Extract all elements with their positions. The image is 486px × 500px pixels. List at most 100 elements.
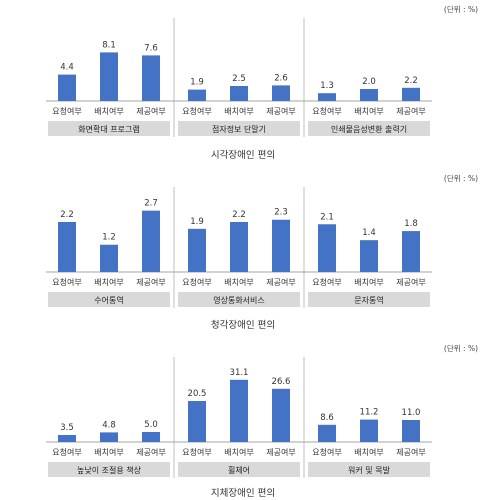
group-label-box — [178, 292, 300, 307]
x-tick-label: 제공여부 — [266, 106, 295, 116]
bar-3-3 — [402, 420, 420, 442]
data-label: 2.7 — [144, 199, 158, 209]
bar-1-3 — [142, 55, 160, 101]
group-label-box — [308, 292, 430, 307]
chart-caption: 시각장애인 편의 — [211, 149, 275, 161]
x-tick-label: 요청여부 — [182, 106, 211, 116]
data-label: 1.9 — [190, 78, 204, 88]
data-label: 31.1 — [230, 368, 249, 378]
x-tick-label: 제공여부 — [266, 447, 295, 457]
bar-2-2 — [230, 379, 248, 442]
bar-1-1 — [58, 74, 76, 101]
group-label: 휠체어 — [228, 465, 250, 475]
group-label: 화면확대 프로그램 — [78, 124, 139, 134]
group-label: 영상통화서비스 — [213, 295, 265, 305]
chart-caption: 청각장애인 편의 — [211, 319, 275, 331]
group-label-box — [178, 462, 300, 477]
x-tick-label: 제공여부 — [136, 447, 165, 457]
bar-1-2 — [100, 52, 118, 101]
group-label: 수어통역 — [94, 295, 123, 305]
data-label: 26.6 — [272, 377, 291, 387]
bar-3-3 — [402, 87, 420, 101]
bar-3-2 — [360, 89, 378, 101]
bar-3-1 — [318, 424, 336, 442]
x-tick-label: 요청여부 — [182, 277, 211, 287]
data-label: 2.5 — [232, 74, 246, 84]
x-tick-label: 요청여부 — [182, 447, 211, 457]
x-tick-label: 제공여부 — [136, 106, 165, 116]
data-label: 11.0 — [402, 408, 421, 418]
unit-label: (단위 : %) — [444, 343, 478, 353]
x-tick-label: 제공여부 — [396, 106, 425, 116]
x-tick-label: 배치여부 — [224, 277, 253, 287]
data-label: 2.6 — [274, 73, 288, 83]
group-label-box — [48, 292, 170, 307]
data-label: 2.3 — [274, 208, 288, 218]
x-tick-label: 배치여부 — [354, 106, 383, 116]
x-tick-label: 요청여부 — [312, 106, 341, 116]
data-label: 1.3 — [320, 81, 334, 91]
bar-2-2 — [230, 86, 248, 101]
x-tick-label: 배치여부 — [94, 106, 123, 116]
bar-1-2 — [100, 432, 118, 442]
bar-2-1 — [188, 401, 206, 442]
x-tick-label: 배치여부 — [354, 277, 383, 287]
data-label: 3.5 — [60, 423, 74, 433]
bar-1-1 — [58, 435, 76, 442]
bar-2-2 — [230, 222, 248, 272]
x-tick-label: 배치여부 — [94, 447, 123, 457]
bar-1-1 — [58, 222, 76, 272]
x-tick-label: 배치여부 — [224, 447, 253, 457]
x-tick-label: 제공여부 — [396, 277, 425, 287]
group-label: 인쇄물음성변환 출력기 — [331, 124, 407, 134]
bar-2-3 — [272, 85, 290, 101]
bar-3-1 — [318, 93, 336, 101]
x-tick-label: 요청여부 — [52, 447, 81, 457]
data-label: 7.6 — [144, 43, 158, 53]
x-tick-label: 요청여부 — [312, 447, 341, 457]
data-label: 4.4 — [60, 63, 74, 73]
data-label: 2.1 — [320, 212, 334, 222]
group-label-box — [308, 121, 430, 136]
chart-caption: 지체장애인 편의 — [211, 487, 275, 499]
group-label-box — [178, 121, 300, 136]
x-tick-label: 요청여부 — [52, 277, 81, 287]
group-label: 문자통역 — [354, 295, 383, 305]
x-tick-label: 요청여부 — [52, 106, 81, 116]
data-label: 2.0 — [362, 77, 376, 87]
data-label: 1.4 — [362, 228, 376, 238]
data-label: 20.5 — [188, 389, 207, 399]
data-label: 1.2 — [102, 233, 116, 243]
group-label: 점자정보 단말기 — [212, 124, 266, 134]
bar-1-2 — [100, 244, 118, 272]
data-label: 4.8 — [102, 420, 116, 430]
data-label: 1.8 — [404, 219, 418, 229]
group-label-box — [308, 462, 430, 477]
group-label: 워커 및 목발 — [348, 465, 391, 475]
bar-2-3 — [272, 219, 290, 272]
bar-3-3 — [402, 231, 420, 272]
x-tick-label: 제공여부 — [396, 447, 425, 457]
bar-1-3 — [142, 210, 160, 272]
x-tick-label: 배치여부 — [224, 106, 253, 116]
data-label: 2.2 — [404, 76, 418, 86]
data-label: 8.6 — [320, 413, 334, 423]
bar-3-2 — [360, 419, 378, 442]
bar-3-2 — [360, 240, 378, 272]
bar-3-1 — [318, 224, 336, 272]
x-tick-label: 배치여부 — [354, 447, 383, 457]
x-tick-label: 제공여부 — [136, 277, 165, 287]
bar-1-3 — [142, 432, 160, 442]
data-label: 11.2 — [360, 408, 379, 418]
data-label: 1.9 — [190, 217, 204, 227]
x-tick-label: 요청여부 — [312, 277, 341, 287]
x-tick-label: 제공여부 — [266, 277, 295, 287]
data-label: 2.2 — [232, 210, 246, 220]
unit-label: (단위 : %) — [444, 173, 478, 183]
bar-2-1 — [188, 228, 206, 272]
unit-label: (단위 : %) — [444, 4, 478, 14]
